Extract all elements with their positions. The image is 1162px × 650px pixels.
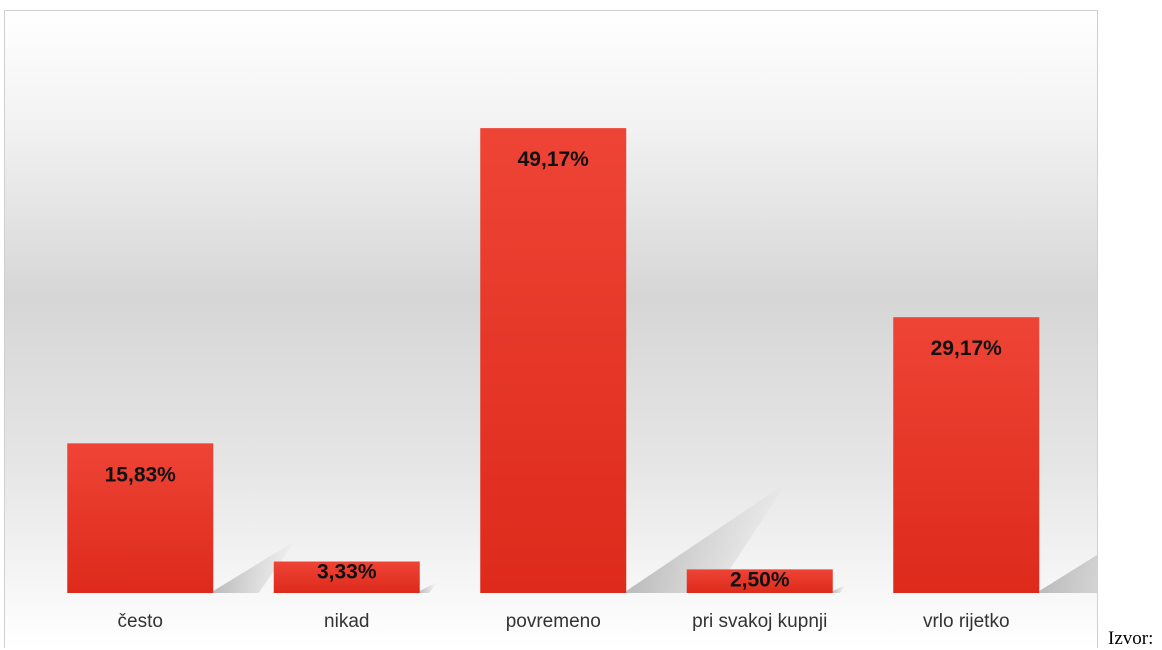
category-label: vrlo rijetko xyxy=(923,611,1010,632)
data-label: 2,50% xyxy=(730,568,790,591)
bar xyxy=(67,443,214,593)
category-label: nikad xyxy=(324,611,369,632)
bar xyxy=(480,128,627,593)
category-label: često xyxy=(118,611,163,632)
bar-shadow xyxy=(832,584,846,593)
bar xyxy=(893,317,1040,593)
data-label: 15,83% xyxy=(105,463,177,486)
bar-shadow xyxy=(626,483,787,593)
chart-frame: 15,83% 3,33% 49,17% 2,50% 29,17% često nikad p… xyxy=(4,10,1098,648)
source-note: Izvor: xyxy=(1108,628,1154,649)
data-label: 3,33% xyxy=(317,561,377,584)
bar-chart: 15,83% 3,33% 49,17% 2,50% 29,17% često nikad p… xyxy=(67,128,1097,632)
category-label: pri svakoj kupnji xyxy=(692,611,827,632)
data-label: 29,17% xyxy=(931,337,1003,360)
bar-shadow xyxy=(1039,555,1097,593)
bar xyxy=(686,569,833,593)
bar-shadow xyxy=(213,540,296,593)
category-label: povremeno xyxy=(506,611,601,632)
bar-shadow xyxy=(419,581,438,593)
bar xyxy=(273,561,420,593)
data-label: 49,17% xyxy=(518,148,590,171)
